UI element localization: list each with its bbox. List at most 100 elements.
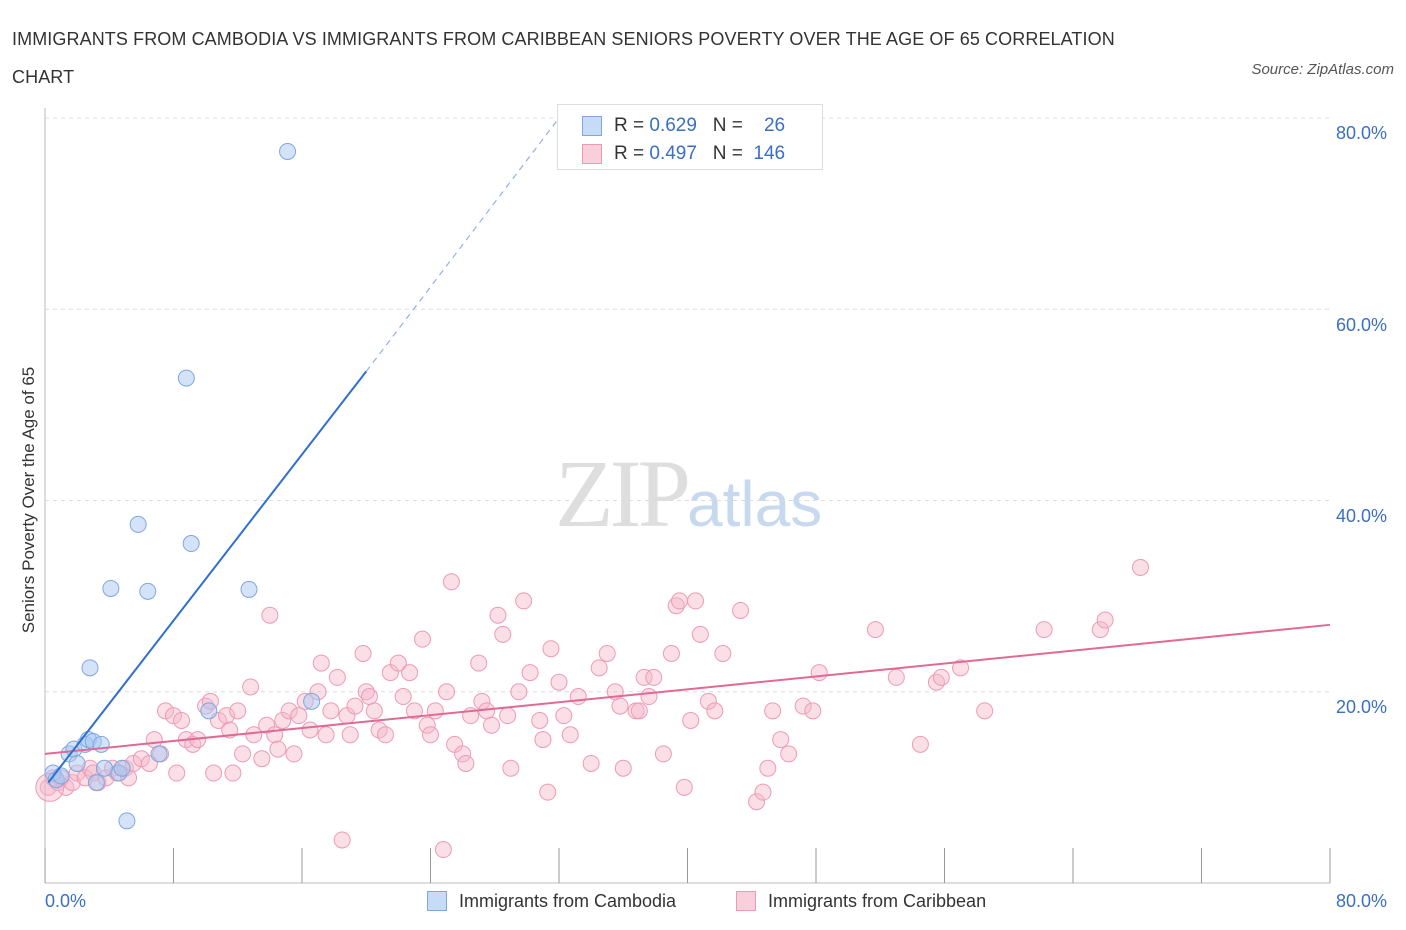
caribbean-point [866,621,884,639]
caribbean-point [654,745,672,763]
caribbean-point [521,664,539,682]
caribbean-point [714,645,732,662]
legend-label-caribbean: Immigrants from Caribbean [768,891,987,911]
caribbean-point [205,764,223,782]
x-tick-label-0: 0.0% [45,891,87,911]
caribbean-point [510,683,528,701]
caribbean-point [1096,611,1114,629]
watermark-atlas: atlas [687,468,823,540]
caribbean-point [670,592,688,610]
caribbean-point [911,735,929,753]
caribbean-point [438,683,456,701]
caribbean-point [145,731,163,749]
caribbean-point [1035,621,1053,639]
caribbean-point [290,707,308,725]
caribbean-swatch [582,144,602,164]
caribbean-point [706,702,724,720]
y-tick-label-40: 40.0% [1336,506,1388,526]
n-label: N = [712,143,749,164]
caribbean-point [360,688,378,706]
caribbean-point [640,688,658,706]
n-value-caribbean: 146 [753,143,786,164]
caribbean-point [285,745,303,763]
caribbean-point [515,592,533,610]
caribbean-point [772,731,790,749]
cambodia-point [92,735,110,753]
caribbean-point [245,726,263,744]
cambodia-point [182,535,200,553]
caribbean-point [234,745,252,763]
caribbean-point [165,707,182,725]
caribbean-point [699,692,717,710]
caribbean-point [401,664,419,682]
cambodia-point [129,515,147,533]
n-value-cambodia: 26 [763,115,786,136]
caribbean-point [483,716,501,734]
caribbean-point [312,654,330,672]
cambodia-point [102,579,120,597]
caribbean-point [635,668,653,686]
caribbean-point [377,726,395,744]
x-tick-label-80: 80.0% [1336,891,1388,911]
caribbean-point [614,759,632,777]
caribbean-point [266,726,284,744]
caribbean-point [365,702,383,720]
cambodia-point [113,759,131,777]
cambodia-point [139,582,157,600]
caribbean-point [457,754,475,772]
caribbean-point [242,678,260,696]
r-value-caribbean: 0.497 [649,143,697,164]
caribbean-point [470,654,488,672]
caribbean-point [502,759,520,777]
caribbean-point [810,664,828,682]
caribbean-point [422,726,439,744]
caribbean-point [932,668,950,686]
caribbean-point [687,592,705,610]
cambodia-point [303,692,321,710]
cambodia-point [279,142,297,160]
caribbean-point [759,759,777,777]
caribbean-point [691,625,709,643]
caribbean-point [269,740,287,758]
cambodia-swatch [582,116,602,136]
cambodia-point [177,369,195,387]
caribbean-point [952,659,970,677]
caribbean-point [804,702,822,720]
caribbean-point [764,702,782,720]
caribbean-point [780,745,798,763]
caribbean-point [555,707,573,725]
caribbean-point [328,668,346,686]
cambodia-point [150,745,168,763]
caribbean-point [675,778,693,796]
caribbean-point [442,573,460,591]
y-axis-label: Seniors Poverty Over the Age of 65 [19,366,38,634]
caribbean-point [976,702,994,720]
y-axis-label-wrap: Seniors Poverty Over the Age of 65 [16,300,42,700]
caribbean-point [418,716,436,734]
cambodia-point [240,580,258,598]
cambodia-point [87,774,105,792]
caribbean-point [261,606,279,624]
caribbean-point [489,606,507,624]
caribbean-point [274,711,292,729]
caribbean-point [590,659,608,677]
caribbean-point [598,645,616,662]
caribbean-point [794,697,812,715]
caribbean-point [253,750,271,768]
caribbean-trend-line [44,623,1331,755]
stats-legend: R = 0.629 N = 26 R = 0.497 N = 146 [557,104,823,170]
caribbean-point [156,702,174,720]
caribbean-point [887,668,905,686]
cambodia-point [200,702,218,720]
y-tick-label-60: 60.0% [1336,315,1388,335]
caribbean-point [611,697,629,715]
caribbean-point [667,597,685,615]
caribbean-legend-swatch [736,891,756,911]
caribbean-point [354,645,372,662]
caribbean-point [317,726,335,744]
caribbean-point [229,702,247,720]
caribbean-point [434,841,452,859]
caribbean-point [322,702,340,720]
caribbean-point [1131,558,1149,576]
legend-label-cambodia: Immigrants from Cambodia [459,891,677,911]
